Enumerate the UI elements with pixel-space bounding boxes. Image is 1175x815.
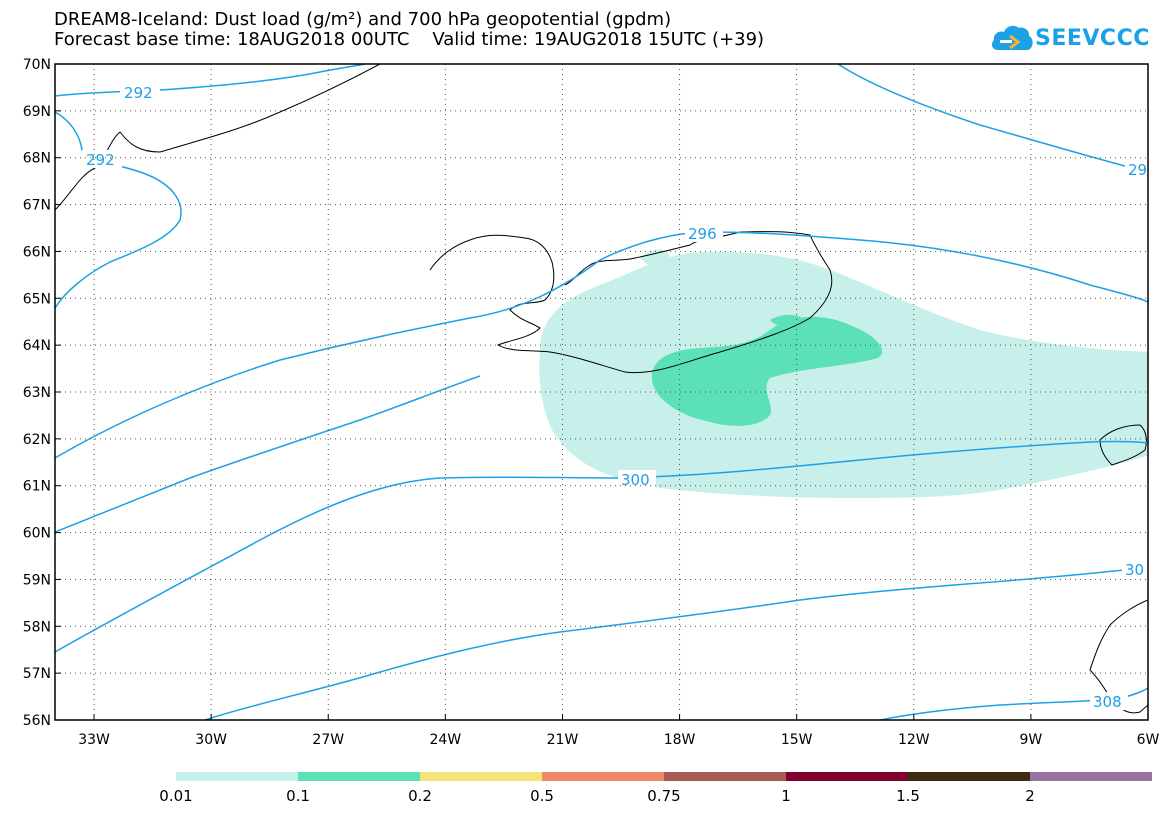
contour-label-308: 308 (1093, 693, 1122, 711)
legend-label: 0.5 (530, 787, 554, 805)
lat-label: 59N (23, 572, 51, 588)
lon-label: 24W (430, 732, 462, 748)
lat-label: 66N (23, 244, 51, 260)
contour-label-292-top: 292 (124, 84, 153, 102)
contour-296 (55, 231, 1148, 459)
legend-swatch (1030, 772, 1152, 781)
lat-label: 64N (23, 338, 51, 354)
contour-label-30-right: 30 (1125, 561, 1144, 579)
legend-label: 2 (1025, 787, 1035, 805)
lat-label: 70N (23, 57, 51, 73)
lat-label: 61N (23, 479, 51, 495)
legend-label: 0.2 (408, 787, 432, 805)
title-line-1: DREAM8-Iceland: Dust load (g/m²) and 700… (54, 9, 672, 30)
legend-swatch (786, 772, 908, 781)
contour-300 (55, 440, 1148, 653)
lon-label: 30W (195, 732, 227, 748)
legend-colorbar: 0.01 0.1 0.2 0.5 0.75 1 1.5 2 (159, 772, 1152, 805)
title-line-2: Forecast base time: 18AUG2018 00UTC Vali… (54, 29, 765, 50)
legend-swatch (420, 772, 542, 781)
lat-label: 56N (23, 713, 51, 729)
lat-label: 65N (23, 291, 51, 307)
cloud-icon (991, 25, 1033, 50)
contour-292-top (55, 64, 366, 97)
contour-292-east (837, 64, 1148, 173)
contour-label-292-west: 292 (86, 151, 115, 169)
greenland-coast (55, 64, 381, 211)
lon-label: 33W (78, 732, 110, 748)
legend-swatch (542, 772, 664, 781)
legend-label: 1.5 (896, 787, 920, 805)
contour-308 (879, 687, 1148, 720)
dust-area-low (539, 251, 1148, 498)
lat-label: 62N (23, 432, 51, 448)
lat-label: 68N (23, 151, 51, 167)
seevccc-logo: SEEVCCC (990, 20, 1149, 60)
contour-300-west (55, 375, 481, 533)
lat-label: 57N (23, 666, 51, 682)
legend-swatch (664, 772, 786, 781)
contour-292-west (55, 111, 182, 309)
lat-label: 63N (23, 385, 51, 401)
lat-label: 60N (23, 526, 51, 542)
lon-label: 6W (1137, 732, 1160, 748)
legend-swatch (176, 772, 298, 781)
dust-patch-north (640, 249, 670, 267)
legend-swatch (298, 772, 420, 781)
lon-label: 9W (1020, 732, 1043, 748)
legend-label: 0.1 (286, 787, 310, 805)
legend-swatch (908, 772, 1030, 781)
contour-label-296: 296 (688, 225, 717, 243)
lon-label: 12W (898, 732, 930, 748)
lon-label: 18W (664, 732, 696, 748)
contour-label-300: 300 (621, 471, 650, 489)
lon-label: 27W (312, 732, 344, 748)
contour-label-29-right: 29 (1128, 161, 1147, 179)
lon-label: 21W (547, 732, 579, 748)
legend-label: 0.75 (647, 787, 680, 805)
legend-label: 0.01 (159, 787, 192, 805)
contour-304 (204, 567, 1148, 720)
faroe-coast (1099, 424, 1147, 466)
dust-area-mid (651, 316, 883, 426)
logo-text: SEEVCCC (1035, 26, 1150, 51)
lat-label: 67N (23, 198, 51, 214)
lat-label: 69N (23, 104, 51, 120)
iceland-coast (429, 231, 833, 374)
lon-label: 15W (781, 732, 813, 748)
legend-label: 1 (781, 787, 791, 805)
lat-label: 58N (23, 619, 51, 635)
